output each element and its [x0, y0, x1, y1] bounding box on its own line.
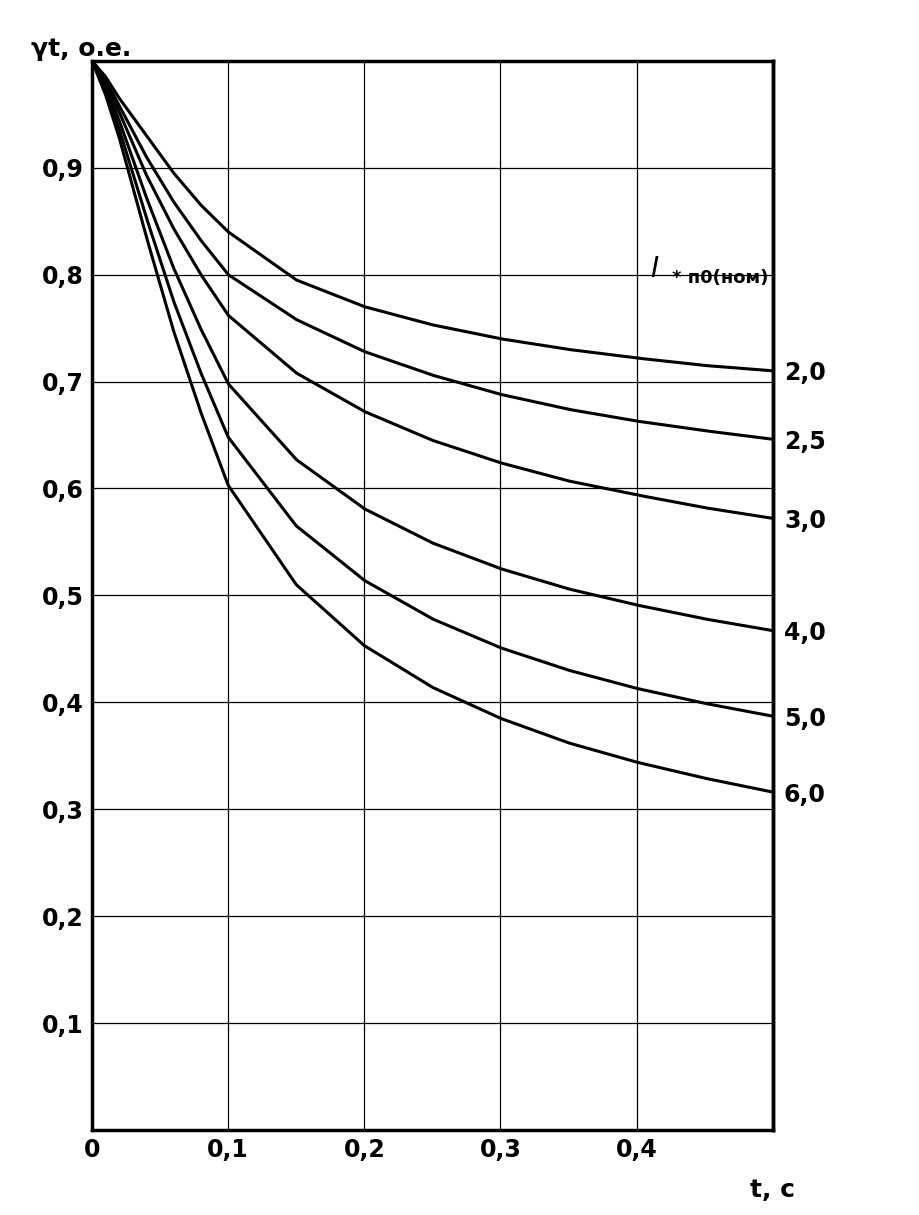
Text: * п0(ном): * п0(ном): [671, 269, 767, 287]
Text: γt, о.е.: γt, о.е.: [30, 36, 130, 61]
Text: t, с: t, с: [750, 1179, 794, 1202]
Text: $\mathit{I}$: $\mathit{I}$: [650, 255, 659, 283]
